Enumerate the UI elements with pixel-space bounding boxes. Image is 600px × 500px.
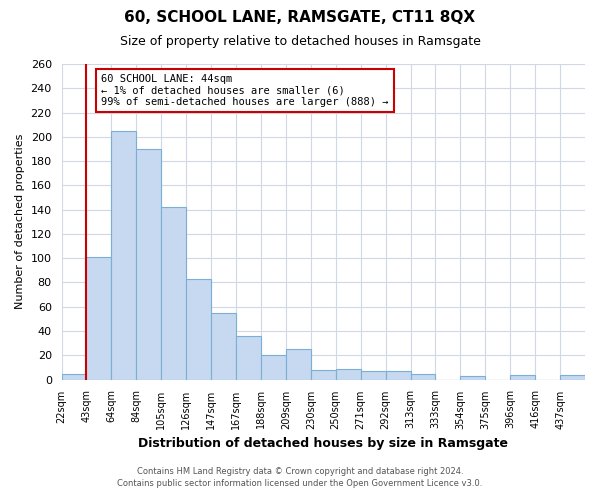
Bar — [286, 349, 311, 380]
Text: Contains HM Land Registry data © Crown copyright and database right 2024.: Contains HM Land Registry data © Crown c… — [137, 467, 463, 476]
Bar — [510, 374, 535, 380]
Bar — [410, 374, 436, 380]
Bar — [236, 336, 261, 380]
Text: 60 SCHOOL LANE: 44sqm
← 1% of detached houses are smaller (6)
99% of semi-detach: 60 SCHOOL LANE: 44sqm ← 1% of detached h… — [101, 74, 389, 107]
Bar — [211, 313, 236, 380]
Bar — [62, 374, 86, 380]
Bar — [336, 368, 361, 380]
Bar — [112, 131, 136, 380]
Text: 60, SCHOOL LANE, RAMSGATE, CT11 8QX: 60, SCHOOL LANE, RAMSGATE, CT11 8QX — [124, 10, 476, 25]
Bar — [86, 257, 112, 380]
Bar — [311, 370, 336, 380]
Bar — [161, 207, 186, 380]
X-axis label: Distribution of detached houses by size in Ramsgate: Distribution of detached houses by size … — [138, 437, 508, 450]
Bar — [186, 279, 211, 380]
Bar — [386, 371, 410, 380]
Bar — [560, 374, 585, 380]
Bar — [460, 376, 485, 380]
Y-axis label: Number of detached properties: Number of detached properties — [15, 134, 25, 310]
Text: Size of property relative to detached houses in Ramsgate: Size of property relative to detached ho… — [119, 35, 481, 48]
Bar — [136, 149, 161, 380]
Bar — [261, 356, 286, 380]
Text: Contains public sector information licensed under the Open Government Licence v3: Contains public sector information licen… — [118, 478, 482, 488]
Bar — [361, 371, 386, 380]
